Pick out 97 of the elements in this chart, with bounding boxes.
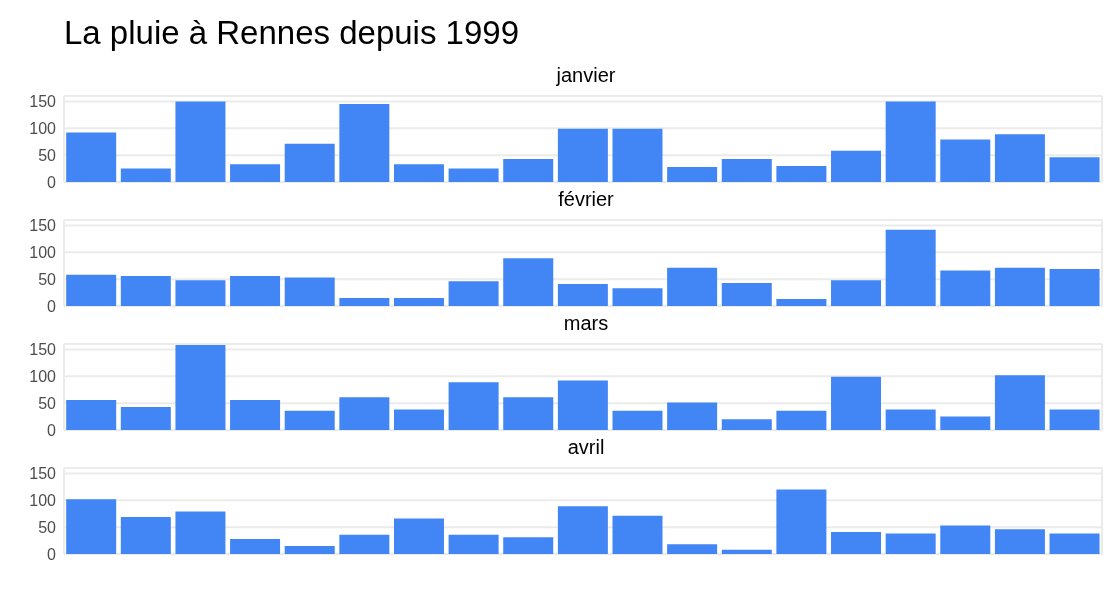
bar <box>885 229 936 306</box>
bar <box>667 402 718 430</box>
bar <box>339 397 390 430</box>
bar <box>557 506 608 554</box>
bar <box>503 537 554 554</box>
bar <box>339 297 390 306</box>
bar <box>940 270 991 306</box>
bar <box>448 382 499 430</box>
bar <box>721 419 772 430</box>
y-tick-label: 50 <box>38 394 57 412</box>
y-tick-label: 100 <box>29 367 57 385</box>
bar <box>612 515 663 554</box>
bar <box>557 380 608 430</box>
chart-title: La pluie à Rennes depuis 1999 <box>63 13 521 53</box>
bar <box>831 150 882 182</box>
bar <box>612 410 663 430</box>
bar <box>940 525 991 554</box>
bar <box>175 511 226 554</box>
chart-subtitle: mars <box>563 312 609 334</box>
y-tick-label: 0 <box>47 297 57 315</box>
bar <box>994 375 1045 430</box>
bar <box>120 168 171 182</box>
bar <box>831 376 882 430</box>
bar <box>557 283 608 306</box>
bar <box>994 134 1045 182</box>
bar <box>230 275 281 306</box>
bar <box>994 529 1045 554</box>
bar <box>284 277 335 306</box>
bar <box>503 158 554 182</box>
bar <box>557 128 608 182</box>
bar <box>940 416 991 430</box>
y-tick-label: 100 <box>29 243 57 261</box>
bar <box>667 544 718 554</box>
bar <box>66 274 117 306</box>
bar <box>503 397 554 430</box>
bar <box>284 410 335 430</box>
bar <box>66 132 117 182</box>
bar <box>776 299 827 306</box>
bar <box>230 399 281 430</box>
chart-subtitle: février <box>558 188 614 210</box>
y-tick-label: 150 <box>29 217 57 235</box>
bar <box>175 280 226 306</box>
y-tick-label: 0 <box>47 173 57 191</box>
bar <box>393 297 444 306</box>
bar <box>831 280 882 306</box>
y-tick-label: 50 <box>38 518 57 536</box>
chart-subtitle: avril <box>567 436 605 458</box>
bar <box>120 275 171 306</box>
bar <box>1049 157 1100 182</box>
y-tick-label: 100 <box>29 491 57 509</box>
bar <box>66 499 117 554</box>
bar <box>885 409 936 430</box>
bar <box>776 489 827 554</box>
bar <box>776 165 827 182</box>
bar <box>940 139 991 182</box>
chart-subtitle: janvier <box>555 64 617 88</box>
bar <box>1049 533 1100 554</box>
bar <box>230 538 281 554</box>
bar <box>175 345 226 430</box>
bar <box>393 164 444 182</box>
bar <box>175 101 226 182</box>
bar <box>1049 409 1100 430</box>
bar <box>448 168 499 182</box>
bar <box>120 516 171 554</box>
bar <box>667 267 718 306</box>
bar <box>885 533 936 554</box>
y-tick-label: 150 <box>29 341 57 359</box>
bar <box>284 545 335 554</box>
bar <box>66 399 117 430</box>
bar <box>120 406 171 430</box>
bar <box>1049 268 1100 306</box>
y-tick-label: 150 <box>29 93 57 111</box>
bar <box>721 158 772 182</box>
bar <box>393 409 444 430</box>
bar <box>994 267 1045 306</box>
bar <box>885 101 936 182</box>
bar <box>776 410 827 430</box>
bar <box>721 549 772 554</box>
y-tick-label: 50 <box>38 146 57 164</box>
y-tick-label: 150 <box>29 465 57 483</box>
bar <box>339 534 390 554</box>
y-tick-label: 50 <box>38 270 57 288</box>
y-tick-label: 0 <box>47 421 57 439</box>
y-tick-label: 100 <box>29 119 57 137</box>
bar <box>339 104 390 182</box>
bar <box>448 281 499 306</box>
bar <box>667 166 718 182</box>
bar <box>393 518 444 554</box>
bar <box>831 531 882 554</box>
bar <box>503 258 554 306</box>
y-tick-label: 0 <box>47 545 57 563</box>
bar <box>230 164 281 182</box>
bar <box>448 534 499 554</box>
bar <box>284 143 335 182</box>
bar <box>612 128 663 182</box>
bar <box>721 282 772 306</box>
bar <box>612 288 663 306</box>
